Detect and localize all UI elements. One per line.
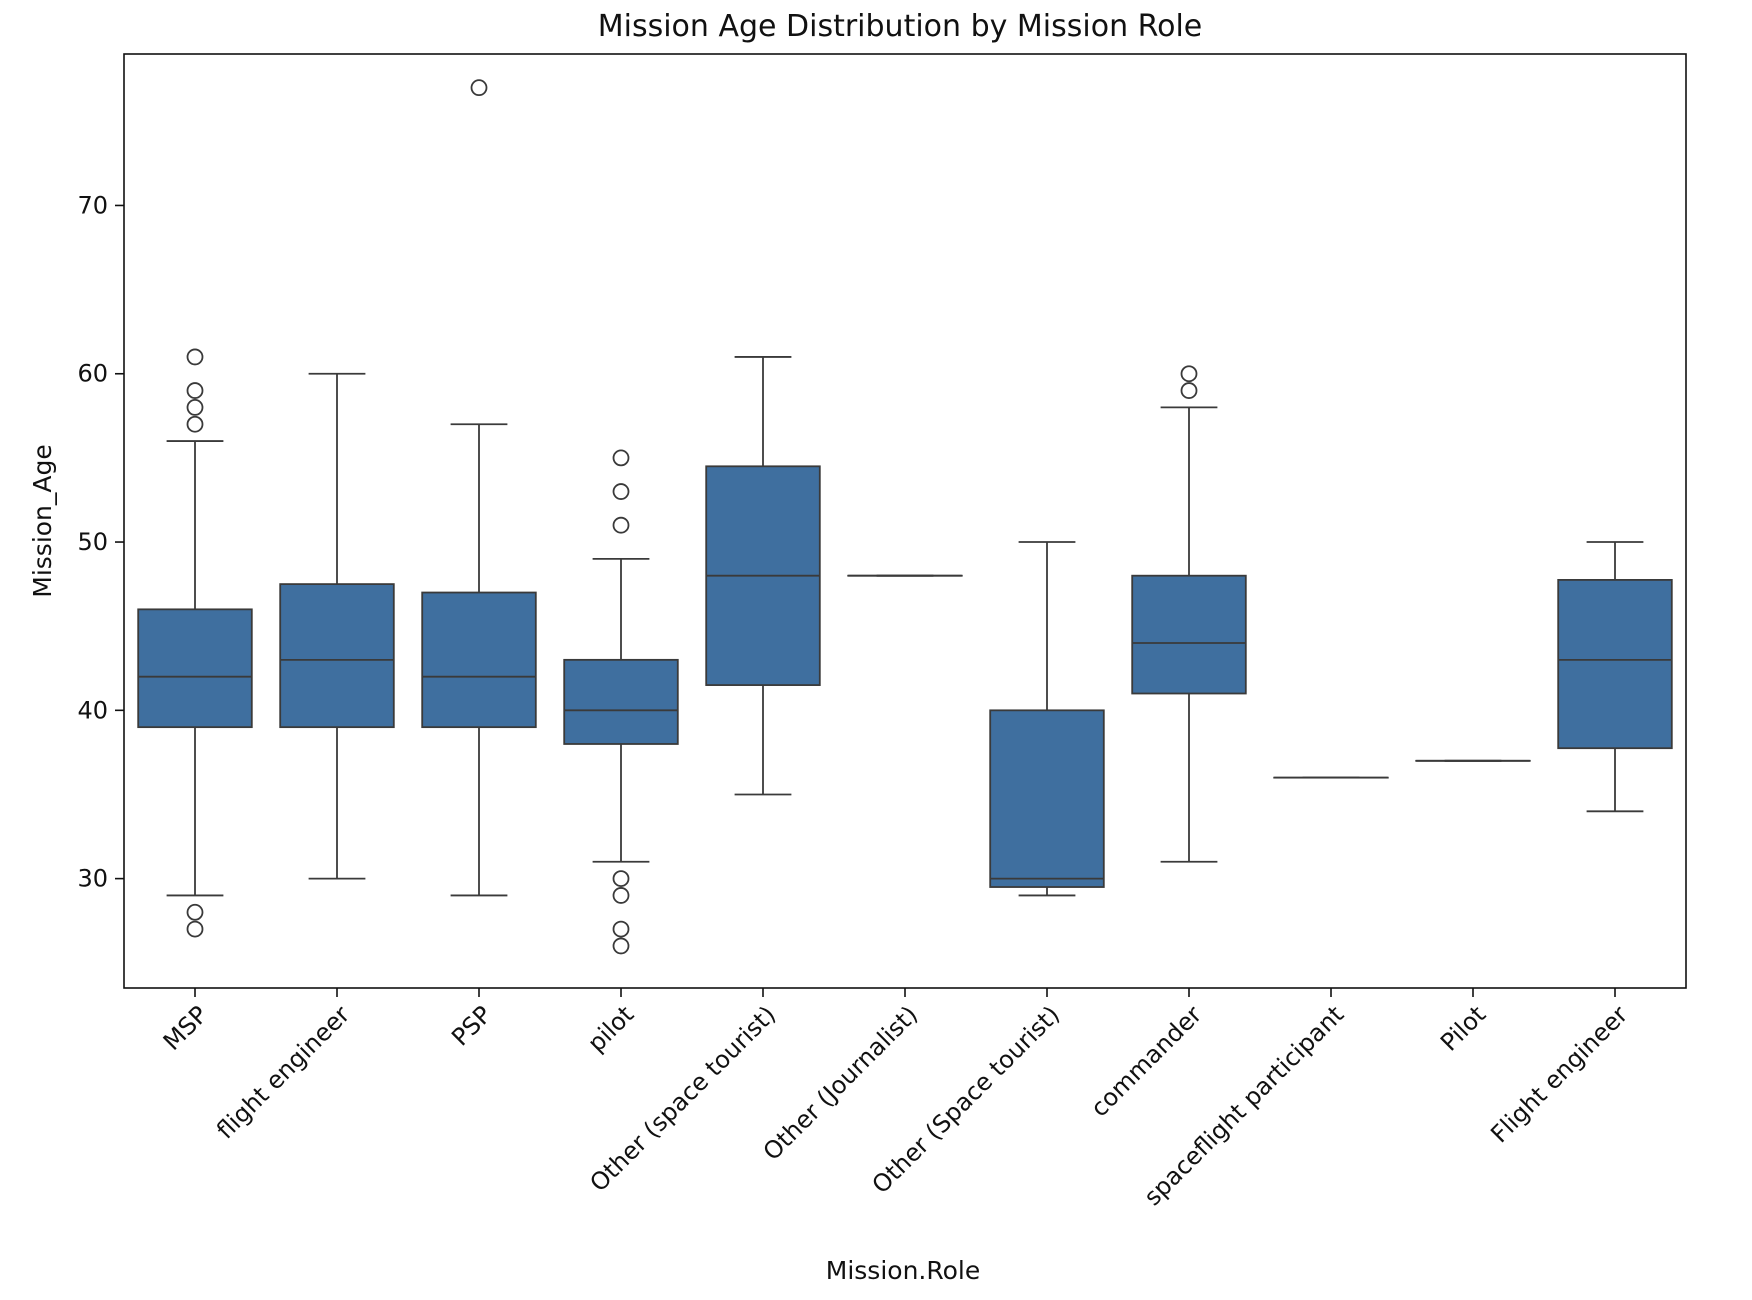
x-tick-label: pilot [582, 1000, 639, 1057]
outlier-point [612, 920, 630, 938]
outlier-point [186, 415, 204, 433]
y-axis: 30 40 50 60 70 [77, 191, 124, 893]
y-tick-label: 70 [77, 191, 108, 219]
outlier-point [612, 483, 630, 500]
box-group [421, 79, 537, 897]
x-tick-label: flight engineer [211, 1000, 355, 1144]
y-tick-label: 30 [77, 865, 108, 893]
outlier-point [612, 449, 630, 467]
box-group [279, 372, 395, 880]
outlier-point [1180, 365, 1198, 383]
outlier-point [470, 79, 488, 97]
y-tick-label: 50 [77, 528, 108, 556]
box-group [563, 449, 679, 955]
y-tick-label: 60 [77, 360, 108, 388]
iqr-box [1557, 579, 1673, 750]
plot-area [137, 79, 1673, 955]
chart-title: Mission Age Distribution by Mission Role [598, 9, 1203, 44]
outlier-point [612, 516, 630, 534]
box-group [1131, 365, 1247, 863]
outlier-point [612, 870, 630, 888]
plot-frame [123, 53, 1687, 989]
x-tick-label: Other (Journalist) [758, 1000, 924, 1166]
y-axis-label: Mission_Age [28, 444, 57, 598]
x-axis-label: Mission.Role [826, 1256, 980, 1285]
outlier-point [186, 920, 204, 938]
box-group [989, 541, 1105, 897]
iqr-box [137, 608, 253, 729]
iqr-box [1131, 574, 1247, 695]
x-tick-label: Flight engineer [1485, 1000, 1633, 1148]
box-group [1557, 541, 1673, 813]
box-group [705, 356, 821, 796]
x-tick-label: PSP [446, 1000, 497, 1051]
x-tick-label: commander [1085, 1000, 1207, 1122]
box-group [137, 348, 253, 938]
x-tick-label: MSP [158, 1000, 213, 1055]
outlier-point [1180, 382, 1198, 399]
outlier-point [186, 399, 204, 416]
y-tick-label: 40 [77, 696, 108, 724]
outlier-point [612, 937, 630, 955]
x-tick-label: Pilot [1435, 1000, 1491, 1056]
iqr-box [279, 583, 395, 729]
outlier-point [612, 887, 630, 904]
iqr-box [989, 709, 1105, 888]
outlier-point [186, 903, 204, 921]
iqr-box [421, 591, 537, 729]
outlier-point [186, 382, 204, 399]
outlier-point [186, 348, 204, 366]
iqr-box [563, 658, 679, 745]
